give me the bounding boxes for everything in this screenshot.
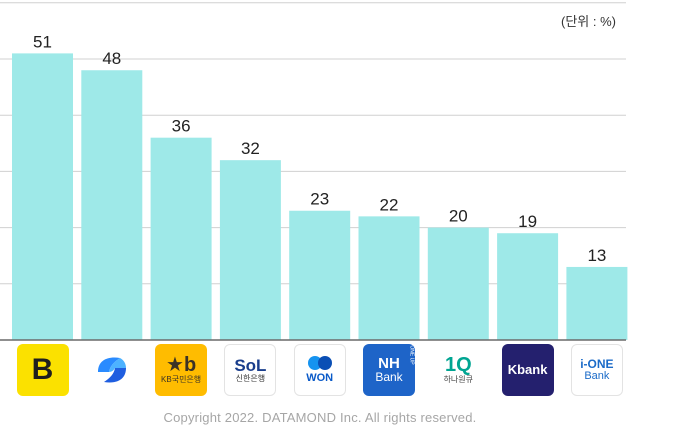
woori-won-logo: WON [293, 344, 346, 396]
sol-icon: SoL [234, 355, 267, 375]
logo-text: WON [306, 372, 334, 385]
kb-star-icon: ★b [166, 354, 197, 377]
bars [12, 53, 628, 341]
logo-subtext: 하나원큐 [443, 375, 474, 385]
value-label: 13 [587, 246, 606, 265]
value-labels: 51 48 36 32 23 22 20 19 13 [33, 32, 606, 265]
ibk-logo: i-ONE Bank [570, 344, 623, 396]
bar [219, 160, 281, 340]
toss-logo [85, 344, 138, 396]
logo-tag: ONE UP [408, 345, 415, 365]
logo-subtext: 신한은행 [235, 373, 266, 383]
kbank-logo: Kbank [501, 344, 554, 396]
bar [12, 53, 73, 340]
copyright: Copyright 2022. DATAMOND Inc. All rights… [163, 410, 477, 425]
hana-logo: 1Q 하나원큐 [432, 344, 485, 396]
value-label: 36 [172, 117, 191, 136]
value-label: 51 [33, 32, 52, 51]
value-label: 20 [449, 207, 468, 226]
bar [358, 216, 420, 340]
unit-label: (단위 : %) [561, 14, 616, 29]
ione-icon: i-ONE [580, 356, 614, 371]
nh-icon: NH [378, 354, 400, 372]
value-label: 22 [380, 195, 399, 214]
kakaobank-logo: B [16, 344, 69, 396]
kakaobank-b-icon: B [31, 353, 54, 387]
bar [497, 233, 559, 340]
bar [289, 210, 351, 340]
value-label: 19 [518, 212, 537, 231]
logo-subtext: KB국민은행 [161, 375, 202, 385]
nh-logo: NH Bank ONE UP [363, 344, 415, 396]
shinhan-logo: SoL 신한은행 [224, 344, 277, 396]
logo-subtext: Bank [584, 370, 610, 383]
value-label: 48 [102, 49, 121, 68]
value-label: 23 [310, 190, 329, 209]
bar [427, 227, 489, 340]
bar [566, 266, 628, 340]
bar [150, 137, 212, 340]
kb-logo: ★b KB국민은행 [155, 344, 208, 396]
kbank-icon: Kbank [507, 362, 548, 378]
value-label: 32 [241, 139, 260, 158]
logo-subtext: Bank [375, 370, 403, 385]
bar [81, 70, 143, 341]
toss-blue-swirl-icon [97, 357, 126, 383]
1q-icon: 1Q [444, 354, 472, 377]
won-circles-icon [307, 356, 332, 371]
